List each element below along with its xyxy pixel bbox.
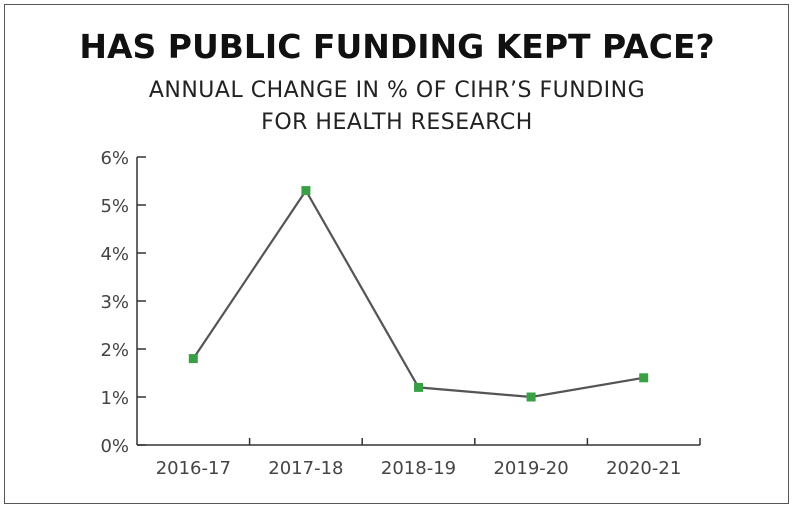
y-tick-label: 1% xyxy=(100,388,129,409)
data-point xyxy=(414,382,423,392)
chart-title: HAS PUBLIC FUNDING KEPT PACE? xyxy=(79,27,714,66)
series xyxy=(188,186,649,402)
y-axis-labels: 0% 1% 2% 3% 4% 5% 6% xyxy=(100,148,129,457)
x-axis-labels: 2016-17 2017-18 2018-19 2019-20 2020-21 xyxy=(156,458,682,479)
x-tick-label: 2016-17 xyxy=(156,458,231,479)
y-tick-label: 4% xyxy=(100,244,129,265)
data-point xyxy=(188,354,198,364)
x-tick-label: 2019-20 xyxy=(493,458,568,479)
data-point xyxy=(639,373,649,383)
x-tick-label: 2017-18 xyxy=(268,458,343,479)
x-tick-label: 2018-19 xyxy=(381,458,456,479)
data-point xyxy=(301,186,311,196)
y-tick-label: 3% xyxy=(100,292,129,313)
y-tick-label: 0% xyxy=(100,436,129,457)
y-tick-label: 6% xyxy=(100,148,129,169)
data-point xyxy=(526,392,536,402)
y-tick-label: 2% xyxy=(100,340,129,361)
series-line xyxy=(192,188,644,399)
x-tick-label: 2020-21 xyxy=(606,458,681,479)
chart-subtitle-line-2: FOR HEALTH RESEARCH xyxy=(261,110,533,135)
axes xyxy=(136,156,701,446)
y-tick-label: 5% xyxy=(100,196,129,217)
chart-subtitle-line-1: ANNUAL CHANGE IN % OF CIHR’S FUNDING xyxy=(149,78,645,103)
chart-frame xyxy=(4,4,789,504)
